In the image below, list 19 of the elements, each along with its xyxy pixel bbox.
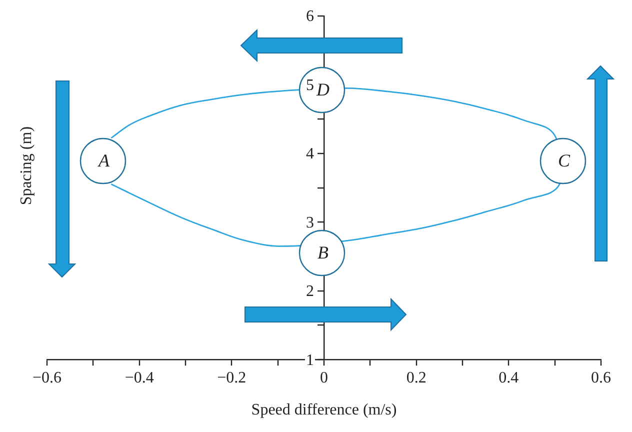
y-tick-label: 2 <box>306 283 314 300</box>
y-axis-title: Spacing (m) <box>18 126 36 206</box>
x-tick-label: 0 <box>320 369 328 386</box>
y-tick-label: 4 <box>306 146 314 163</box>
x-tick-label: 0.6 <box>591 369 611 386</box>
x-axis-title: Speed difference (m/s) <box>251 402 397 419</box>
y-tick-label: 6 <box>306 8 314 26</box>
annotation: A <box>98 150 110 171</box>
y-tick-label: 3 <box>306 214 314 232</box>
x-tick-label: −0.4 <box>124 369 154 386</box>
annotation: B <box>318 242 328 263</box>
x-tick-label: 0.4 <box>498 369 519 386</box>
y-tick-label: 1 <box>306 352 314 369</box>
annotation: D <box>316 80 330 100</box>
x-tick-label: −0.6 <box>32 369 62 386</box>
annotation: C <box>558 150 571 171</box>
y-tick-label: 5 <box>306 76 314 94</box>
x-tick-label: 0.2 <box>406 369 426 386</box>
x-tick-label: −0.2 <box>217 369 246 386</box>
